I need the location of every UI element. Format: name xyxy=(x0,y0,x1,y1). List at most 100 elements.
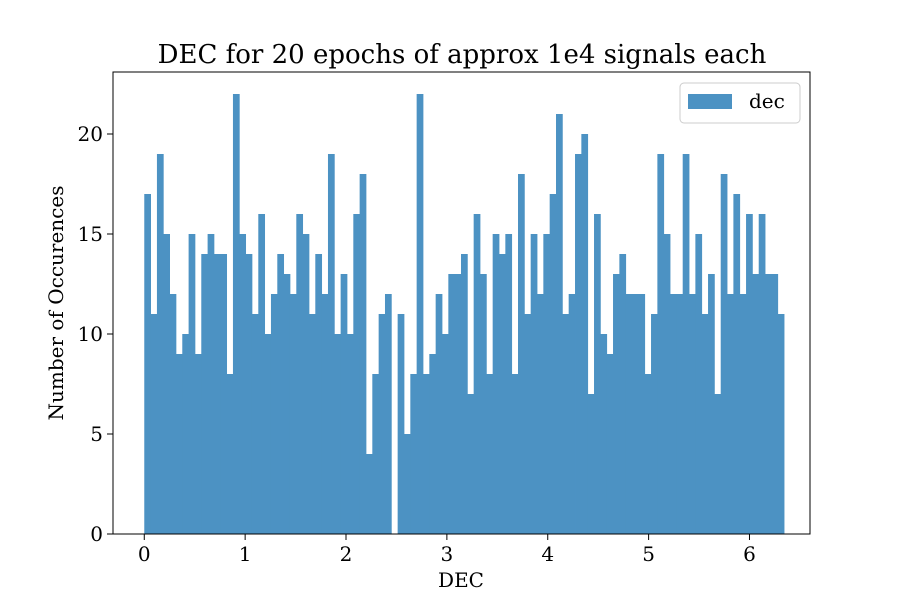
histogram-bar xyxy=(467,394,475,534)
histogram-bar xyxy=(530,234,538,534)
histogram-bar xyxy=(752,274,760,534)
histogram-bar xyxy=(644,374,652,534)
histogram-bar xyxy=(765,274,772,534)
histogram-bar xyxy=(334,334,342,534)
histogram-bar xyxy=(581,134,589,534)
histogram-bar xyxy=(264,334,272,534)
histogram-bar xyxy=(315,254,323,534)
histogram-bar xyxy=(245,254,253,534)
histogram-bar xyxy=(695,234,703,534)
histogram-bar xyxy=(384,294,392,534)
x-tick-label: 3 xyxy=(441,542,454,566)
histogram-bar xyxy=(771,274,779,534)
histogram-bar xyxy=(321,294,329,534)
histogram-bar xyxy=(575,154,582,534)
histogram-bar xyxy=(714,394,722,534)
histogram-bar xyxy=(150,314,158,534)
histogram-bar xyxy=(207,234,215,534)
histogram-bar xyxy=(676,294,684,534)
histogram-bar xyxy=(625,294,633,534)
histogram-bar xyxy=(156,154,164,534)
histogram-bar xyxy=(600,334,608,534)
histogram-bar xyxy=(594,214,601,534)
histogram-bar xyxy=(632,294,639,534)
histogram-bar xyxy=(144,194,151,534)
histogram-bar xyxy=(739,294,747,534)
histogram-bars xyxy=(144,94,785,534)
histogram-bar xyxy=(353,214,361,534)
histogram-bar xyxy=(587,394,595,534)
histogram-bar xyxy=(163,234,170,534)
histogram-bar xyxy=(613,274,620,534)
histogram-bar xyxy=(537,294,544,534)
histogram-bar xyxy=(283,274,291,534)
histogram-bar xyxy=(270,294,278,534)
histogram-bar xyxy=(720,174,728,534)
x-tick-label: 4 xyxy=(541,542,554,566)
histogram-bar xyxy=(429,354,437,534)
x-tick-label: 6 xyxy=(743,542,756,566)
histogram-bar xyxy=(746,214,753,534)
histogram-bar xyxy=(346,334,354,534)
x-tick-label: 0 xyxy=(138,542,151,566)
histogram-bar xyxy=(277,254,285,534)
histogram-bar xyxy=(220,254,228,534)
histogram-bar xyxy=(638,294,646,534)
histogram-bar xyxy=(606,354,614,534)
histogram-bar xyxy=(701,314,709,534)
y-tick-label: 0 xyxy=(90,522,103,546)
histogram-bar xyxy=(403,434,411,534)
legend: dec xyxy=(679,82,801,124)
histogram-bar xyxy=(251,314,259,534)
histogram-bar xyxy=(416,94,424,534)
histogram-bar xyxy=(365,454,373,534)
histogram-bar xyxy=(461,254,468,534)
histogram-bar xyxy=(562,314,570,534)
histogram-bar xyxy=(568,294,576,534)
histogram-bar xyxy=(340,274,348,534)
histogram-bar xyxy=(511,374,519,534)
histogram-bar xyxy=(518,174,525,534)
x-tick-label: 2 xyxy=(340,542,353,566)
x-tick-label: 5 xyxy=(642,542,655,566)
histogram-bar xyxy=(733,194,741,534)
x-tick-label: 1 xyxy=(239,542,252,566)
histogram-bar xyxy=(258,214,266,534)
histogram-bar xyxy=(435,294,443,534)
histogram-bar xyxy=(777,314,785,534)
histogram-bar xyxy=(454,274,462,534)
legend-swatch xyxy=(688,94,732,109)
histogram-bar xyxy=(194,354,202,534)
histogram-bar xyxy=(372,374,380,534)
histogram-bar xyxy=(182,334,190,534)
histogram-bar xyxy=(486,374,494,534)
y-axis-label: Number of Occurences xyxy=(44,186,68,421)
histogram-bar xyxy=(422,374,430,534)
histogram-bar xyxy=(549,194,557,534)
histogram-bar xyxy=(448,274,456,534)
histogram-bar xyxy=(239,234,247,534)
plot-frame xyxy=(112,71,811,535)
histogram-bar xyxy=(327,154,335,534)
legend-box xyxy=(679,82,801,124)
histogram-bar xyxy=(359,174,367,534)
y-tick-label: 10 xyxy=(78,322,103,346)
histogram-bar xyxy=(524,314,532,534)
chart-title: DEC for 20 epochs of approx 1e4 signals … xyxy=(158,40,767,70)
histogram-bar xyxy=(651,314,658,534)
histogram-bar xyxy=(663,234,671,534)
histogram-bar xyxy=(201,254,209,534)
histogram-bar xyxy=(689,294,696,534)
histogram-bar xyxy=(188,234,196,534)
histogram-bar xyxy=(410,374,418,534)
histogram-bar xyxy=(289,294,297,534)
histogram-bar xyxy=(480,274,487,534)
histogram-bar xyxy=(758,214,766,534)
y-tick-label: 5 xyxy=(90,422,103,446)
histogram-bar xyxy=(441,334,449,534)
histogram-bar xyxy=(619,254,627,534)
histogram-bar xyxy=(727,294,734,534)
histogram-bar xyxy=(473,214,481,534)
histogram-bar xyxy=(169,294,177,534)
